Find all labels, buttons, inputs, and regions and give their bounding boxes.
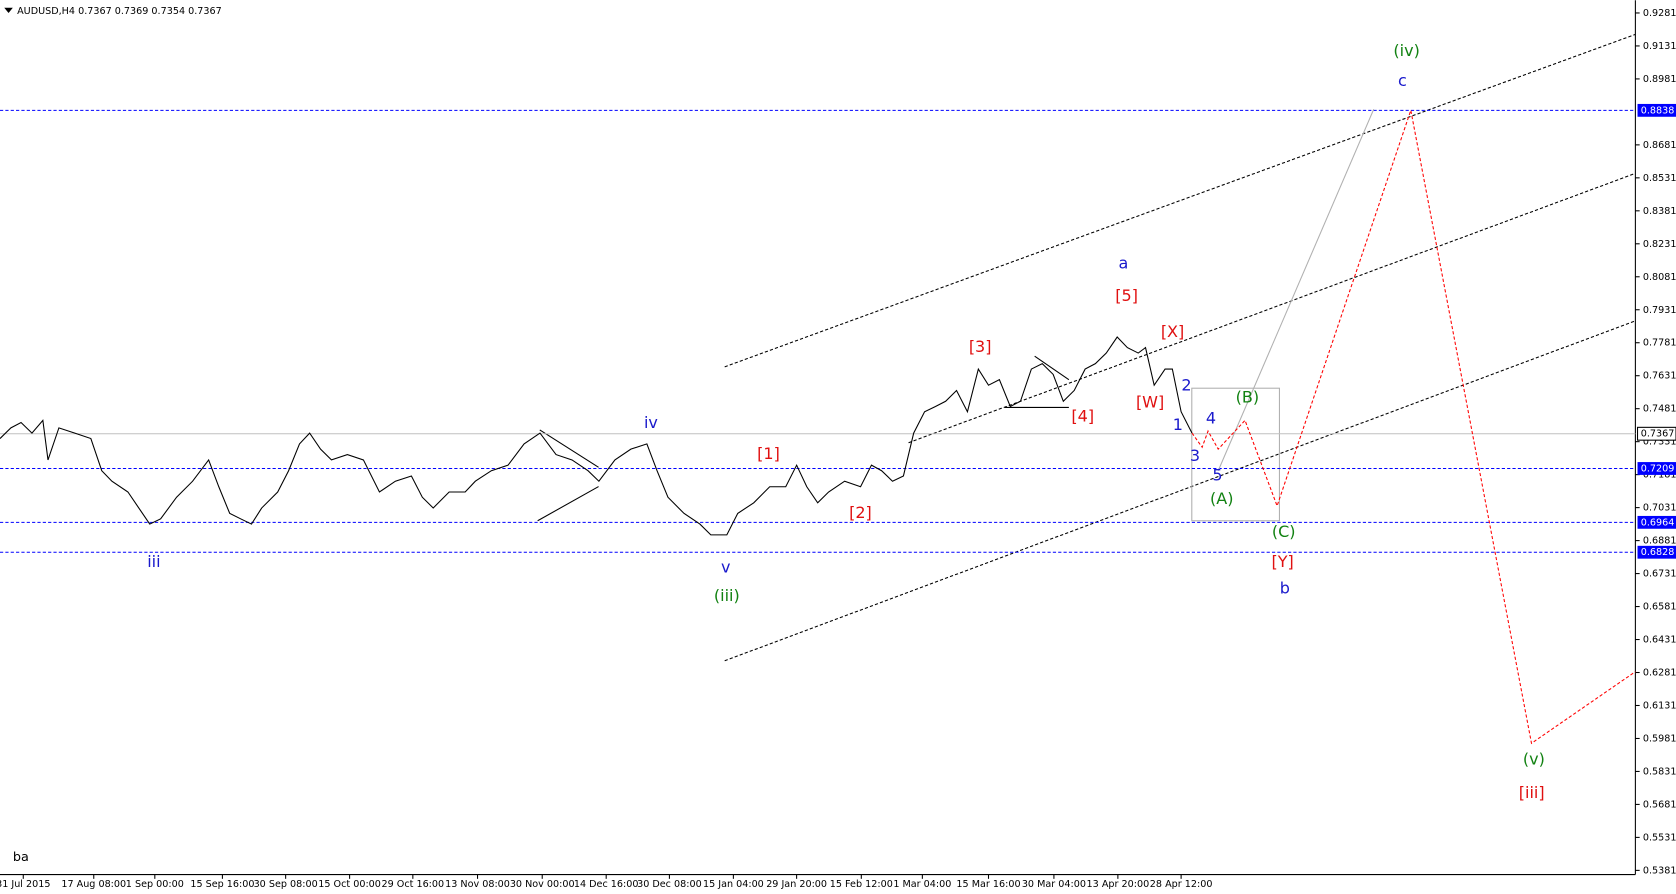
wave-label: [1] xyxy=(757,444,780,463)
wave-label: (iv) xyxy=(1393,41,1419,60)
level-tag xyxy=(1637,103,1676,117)
x-tick-label: 15 Feb 12:00 xyxy=(830,879,893,890)
x-tick-label: 17 Aug 08:00 xyxy=(61,879,126,890)
x-tick-label: 15 Jan 04:00 xyxy=(703,879,764,890)
x-tick-label: 1 Mar 04:00 xyxy=(893,879,951,890)
trend-line xyxy=(1034,355,1070,381)
y-tick-label: 0.5681 xyxy=(1643,799,1676,810)
alternative-path xyxy=(1217,109,1375,471)
level-label: 0.7209 xyxy=(1641,463,1675,474)
plot: 0.9281 0.9131 0.8981 0.8681 0.8531 0.8381 0.82… xyxy=(0,8,1676,890)
corner-text: ba xyxy=(13,850,29,865)
y-tick-label: 0.6281 xyxy=(1643,668,1676,679)
y-tick-label: 0.5981 xyxy=(1643,733,1676,744)
wave-label: 1 xyxy=(1173,415,1183,434)
x-tick-label: 28 Apr 12:00 xyxy=(1150,879,1213,890)
current-price-tag xyxy=(1636,426,1676,441)
wave-label: [3] xyxy=(969,337,992,356)
y-tick-label: 0.9131 xyxy=(1643,41,1676,52)
wave-label: [W] xyxy=(1136,393,1164,412)
wave-label: (C) xyxy=(1272,522,1296,541)
y-tick-label: 0.7181 xyxy=(1643,470,1676,481)
y-tick-label: 0.5831 xyxy=(1643,766,1676,777)
wave-label: (A) xyxy=(1210,489,1233,508)
channel-line xyxy=(908,172,1636,444)
level-label: 0.6828 xyxy=(1641,547,1675,558)
x-tick-label: 31 Jul 2015 xyxy=(0,879,50,890)
y-tick-label: 0.7481 xyxy=(1643,404,1676,415)
x-tick-label: 15 Sep 16:00 xyxy=(190,879,254,890)
y-tick-label: 0.7781 xyxy=(1643,338,1676,349)
y-tick-label: 0.8231 xyxy=(1643,239,1676,250)
wave-label: b xyxy=(1280,579,1290,598)
wave-label: [Y] xyxy=(1272,552,1294,571)
x-tick-label: 30 Dec 08:00 xyxy=(637,879,702,890)
x-tick-label: 13 Apr 20:00 xyxy=(1087,879,1150,890)
wave-label: iii xyxy=(147,552,160,571)
y-tick-label: 0.5381 xyxy=(1643,865,1676,876)
level-label: 0.6964 xyxy=(1641,517,1675,528)
y-tick-label: 0.8681 xyxy=(1643,140,1676,151)
y-tick-label: 0.7031 xyxy=(1643,503,1676,514)
x-tick-label: 29 Jan 20:00 xyxy=(766,879,827,890)
channel-line xyxy=(724,320,1636,662)
y-tick-label: 0.7331 xyxy=(1643,437,1676,448)
y-tick-label: 0.8381 xyxy=(1643,206,1676,217)
wave-label: [4] xyxy=(1071,407,1094,426)
wave-label: 4 xyxy=(1206,409,1216,428)
wave-label: v xyxy=(721,557,730,576)
trend-line xyxy=(539,429,599,468)
level-tag xyxy=(1637,462,1676,475)
y-tick-label: 0.6731 xyxy=(1643,569,1676,580)
y-tick-label: 0.6131 xyxy=(1643,700,1676,711)
chart-title: AUDUSD,H4 0.7367 0.7369 0.7354 0.7367 xyxy=(17,6,222,17)
wave-label: [X] xyxy=(1161,322,1184,341)
y-tick-label: 0.8081 xyxy=(1643,272,1676,283)
level-tag xyxy=(1637,545,1676,559)
menu-arrow xyxy=(4,7,13,14)
y-tick-label: 0.6881 xyxy=(1643,536,1676,547)
x-tick-label: 30 Nov 00:00 xyxy=(510,879,575,890)
wave-label: [iii] xyxy=(1519,783,1545,802)
wave-label: (B) xyxy=(1236,387,1259,406)
wave-label: [2] xyxy=(849,503,872,522)
wave-label: 2 xyxy=(1181,376,1191,395)
y-tick-label: 0.9281 xyxy=(1643,8,1676,19)
y-tick-label: 0.5531 xyxy=(1643,832,1676,843)
wave-label: 3 xyxy=(1190,446,1200,465)
y-tick-label: 0.6581 xyxy=(1643,602,1676,613)
level-tag xyxy=(1637,515,1676,529)
y-tick-label: 0.7631 xyxy=(1643,371,1676,382)
x-tick-label: 15 Oct 00:00 xyxy=(318,879,381,890)
projection-path xyxy=(1191,108,1636,745)
y-tick-label: 0.7931 xyxy=(1643,305,1676,316)
wave-label: iv xyxy=(644,413,658,432)
wave-label: [5] xyxy=(1115,286,1138,305)
drawings xyxy=(537,33,1636,662)
y-tick-label: 0.8531 xyxy=(1643,173,1676,184)
zone-box xyxy=(1191,387,1280,522)
trend-line xyxy=(537,486,599,522)
wave-label: a xyxy=(1118,254,1128,273)
wave-label: c xyxy=(1398,71,1407,90)
wave-label: 5 xyxy=(1212,465,1222,484)
x-tick-label: 29 Oct 16:00 xyxy=(382,879,445,890)
channel-line xyxy=(724,33,1636,368)
wave-label: (v) xyxy=(1523,750,1545,769)
x-tick-label: 1 Sep 00:00 xyxy=(126,879,184,890)
x-tick-label: 30 Sep 08:00 xyxy=(254,879,318,890)
x-tick-label: 30 Mar 04:00 xyxy=(1022,879,1086,890)
level-label: 0.8838 xyxy=(1641,105,1675,116)
price-line xyxy=(0,336,1193,536)
wave-label: (iii) xyxy=(714,586,740,605)
x-tick-label: 15 Mar 16:00 xyxy=(956,879,1020,890)
current-price-label: 0.7367 xyxy=(1641,429,1675,440)
x-tick-label: 13 Nov 08:00 xyxy=(445,879,510,890)
y-tick-label: 0.6431 xyxy=(1643,635,1676,646)
y-tick-label: 0.8981 xyxy=(1643,74,1676,85)
x-tick-label: 14 Dec 16:00 xyxy=(574,879,639,890)
